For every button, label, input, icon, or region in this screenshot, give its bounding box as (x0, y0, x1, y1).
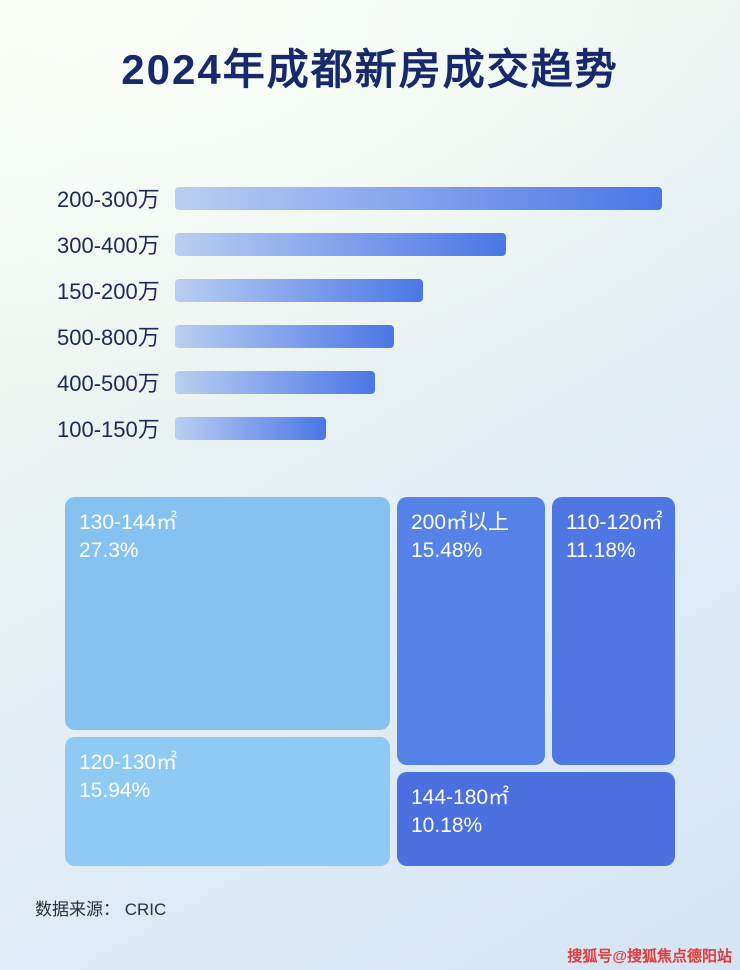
bar-track (175, 416, 662, 440)
bar-100-150 (175, 416, 326, 440)
bar-label: 300-400万 (57, 233, 160, 258)
treemap-block-120-130: 120-130㎡ 15.94% (65, 737, 390, 866)
bar-track (175, 324, 662, 348)
block-label: 110-120㎡ (566, 511, 663, 534)
bar-label: 200-300万 (57, 187, 160, 212)
treemap-block-200-plus: 200㎡以上 15.48% (397, 497, 545, 765)
bar-label: 500-800万 (57, 325, 160, 350)
bar-row: 400-500万 (57, 370, 687, 396)
bar-row: 100-150万 (57, 416, 687, 442)
bar-200-300 (175, 186, 662, 210)
block-percentage: 15.48% (411, 539, 483, 563)
bar-row: 500-800万 (57, 324, 687, 350)
bar-track (175, 370, 662, 394)
bar-300-400 (175, 232, 507, 256)
bar-row: 150-200万 (57, 278, 687, 304)
watermark: 搜狐号@搜狐焦点德阳站 (567, 948, 732, 965)
block-label: 144-180㎡ (411, 786, 510, 809)
price-range-bar-chart: 200-300万 300-400万 150-200万 500-800万 400- (57, 186, 687, 462)
block-label: 130-144㎡ (79, 511, 178, 534)
treemap-block-110-120: 110-120㎡ 11.18% (552, 497, 675, 765)
bar-label: 100-150万 (57, 417, 160, 442)
bar-label: 150-200万 (57, 279, 160, 304)
bar-track (175, 186, 662, 210)
block-percentage: 11.18% (566, 539, 636, 563)
treemap-block-144-180: 144-180㎡ 10.18% (397, 772, 675, 866)
page-title: 2024年成都新房成交趋势 (121, 46, 619, 93)
treemap-block-130-144: 130-144㎡ 27.3% (65, 497, 390, 730)
bar-label: 400-500万 (57, 371, 160, 396)
data-source: 数据来源： CRIC (35, 900, 167, 919)
block-label: 200㎡以上 (411, 511, 510, 534)
bar-row: 300-400万 (57, 232, 687, 258)
block-percentage: 27.3% (79, 539, 139, 563)
bar-row: 200-300万 (57, 186, 687, 212)
bar-150-200 (175, 278, 424, 302)
bar-500-800 (175, 324, 395, 348)
bar-400-500 (175, 370, 375, 394)
bar-track (175, 278, 662, 302)
area-share-treemap: 130-144㎡ 27.3% 200㎡以上 15.48% 110-120㎡ 11… (65, 497, 675, 866)
block-label: 120-130㎡ (79, 751, 178, 774)
bar-track (175, 232, 662, 256)
block-percentage: 10.18% (411, 814, 483, 838)
block-percentage: 15.94% (79, 779, 151, 803)
